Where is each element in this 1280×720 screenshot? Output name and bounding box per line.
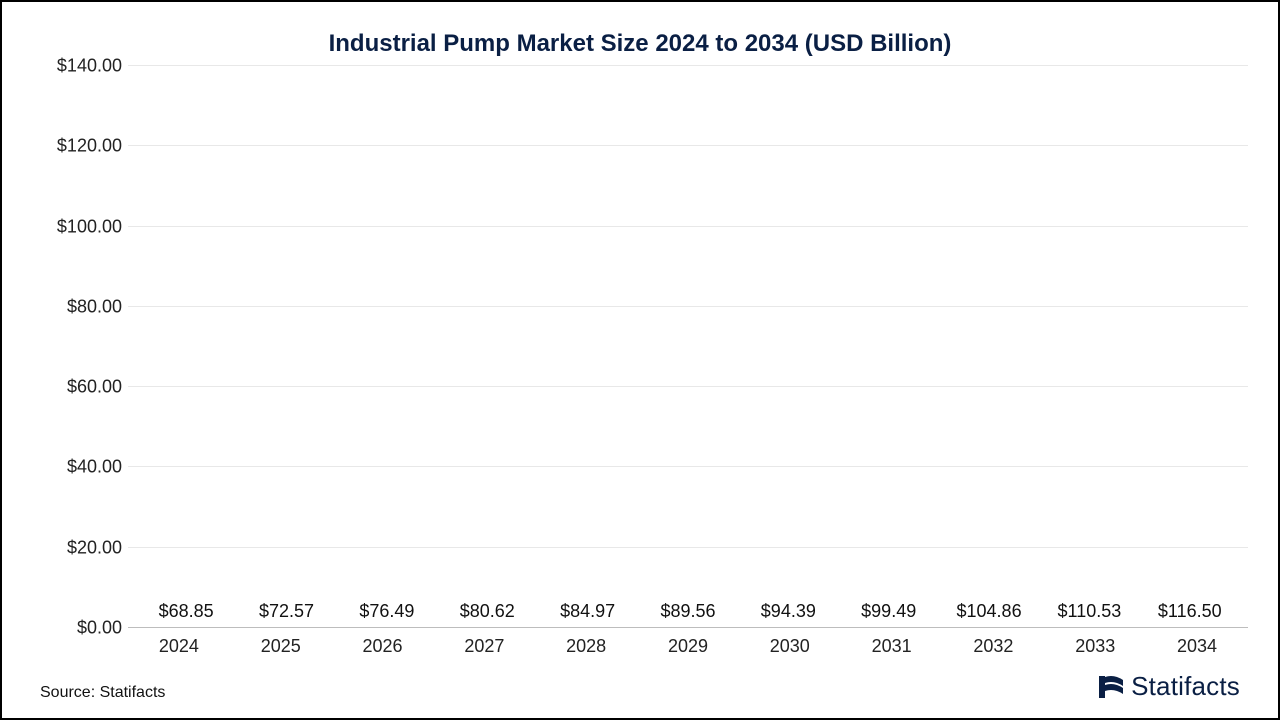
bar-slot: $99.49 [839, 601, 939, 628]
x-tick-label: 2024 [128, 636, 230, 657]
x-tick-label: 2033 [1044, 636, 1146, 657]
bar-slot: $68.85 [136, 601, 236, 628]
brand-icon [1097, 674, 1125, 700]
bar-slot: $89.56 [638, 601, 738, 628]
grid-line [128, 306, 1248, 307]
bar-slot: $84.97 [537, 601, 637, 628]
x-tick-label: 2029 [637, 636, 739, 657]
y-tick-label: $20.00 [67, 537, 122, 558]
bar-slot: $80.62 [437, 601, 537, 628]
x-tick-label: 2031 [841, 636, 943, 657]
bar-value-label: $68.85 [159, 601, 214, 622]
grid-line [128, 466, 1248, 467]
bar-slot: $72.57 [236, 601, 336, 628]
bar-value-label: $104.86 [957, 601, 1022, 622]
bar-value-label: $116.50 [1158, 601, 1222, 622]
brand-text: Statifacts [1131, 671, 1240, 702]
y-tick-label: $40.00 [67, 457, 122, 478]
grid-line [128, 226, 1248, 227]
y-tick-label: $140.00 [57, 56, 122, 77]
x-axis: 2024202520262027202820292030203120322033… [32, 636, 1248, 657]
bar-slot: $76.49 [337, 601, 437, 628]
plot-area: $68.85 $72.57 $76.49 $80.62 $84.97 $89.56 $94.… [128, 66, 1248, 628]
x-tick-label: 2032 [943, 636, 1045, 657]
y-tick-label: $0.00 [77, 618, 122, 639]
grid-line [128, 547, 1248, 548]
bar-value-label: $99.49 [861, 601, 916, 622]
brand: Statifacts [1097, 671, 1240, 702]
y-tick-label: $80.00 [67, 296, 122, 317]
chart-area: $0.00$20.00$40.00$60.00$80.00$100.00$120… [32, 66, 1248, 628]
chart-title: Industrial Pump Market Size 2024 to 2034… [32, 30, 1248, 58]
bar-value-label: $80.62 [460, 601, 515, 622]
bar-value-label: $76.49 [359, 601, 414, 622]
bar-slot: $104.86 [939, 601, 1039, 628]
x-tick-label: 2027 [433, 636, 535, 657]
bar-value-label: $72.57 [259, 601, 314, 622]
x-tick-label: 2028 [535, 636, 637, 657]
y-tick-label: $120.00 [57, 136, 122, 157]
bars-container: $68.85 $72.57 $76.49 $80.62 $84.97 $89.56 $94.… [128, 66, 1248, 628]
chart-frame: Industrial Pump Market Size 2024 to 2034… [0, 0, 1280, 720]
bar-slot: $116.50 [1140, 601, 1240, 628]
y-tick-label: $100.00 [57, 216, 122, 237]
bar-value-label: $94.39 [761, 601, 816, 622]
y-axis: $0.00$20.00$40.00$60.00$80.00$100.00$120… [32, 66, 128, 628]
y-tick-label: $60.00 [67, 377, 122, 398]
bar-slot: $110.53 [1039, 601, 1139, 628]
grid-line [128, 65, 1248, 66]
bar-slot: $94.39 [738, 601, 838, 628]
x-tick-label: 2034 [1146, 636, 1248, 657]
x-tick-label: 2026 [332, 636, 434, 657]
x-tick-label: 2025 [230, 636, 332, 657]
footer: Source: Statifacts Statifacts [32, 671, 1248, 702]
grid-line [128, 145, 1248, 146]
baseline [128, 627, 1248, 628]
bar-value-label: $84.97 [560, 601, 615, 622]
grid-line [128, 386, 1248, 387]
bar-value-label: $110.53 [1058, 601, 1122, 622]
x-tick-label: 2030 [739, 636, 841, 657]
source-text: Source: Statifacts [40, 684, 165, 702]
bar-value-label: $89.56 [660, 601, 715, 622]
